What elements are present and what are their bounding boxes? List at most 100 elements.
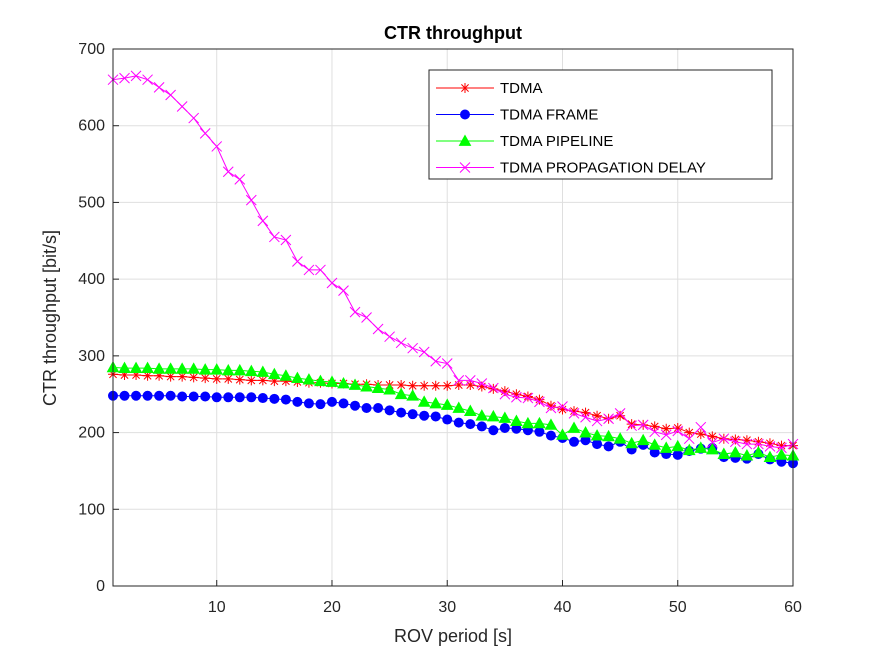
data-point bbox=[522, 392, 534, 404]
data-point bbox=[269, 376, 280, 387]
data-point bbox=[460, 83, 470, 93]
data-point bbox=[198, 363, 212, 375]
data-point bbox=[741, 438, 753, 450]
data-point bbox=[257, 215, 269, 227]
data-point bbox=[569, 406, 580, 417]
data-point bbox=[418, 346, 430, 358]
data-point bbox=[384, 405, 395, 416]
y-tick-label: 500 bbox=[78, 194, 105, 211]
data-point bbox=[534, 396, 545, 408]
y-axis-label: CTR throughput [bit/s] bbox=[40, 230, 60, 406]
data-point bbox=[211, 392, 222, 403]
data-point bbox=[200, 373, 211, 384]
plot-border bbox=[112, 48, 794, 587]
data-point bbox=[730, 434, 741, 445]
data-point bbox=[614, 408, 626, 419]
data-point bbox=[279, 369, 293, 381]
data-point bbox=[545, 402, 557, 414]
data-point bbox=[187, 362, 201, 374]
data-point bbox=[684, 427, 695, 438]
data-point bbox=[314, 374, 327, 387]
data-point bbox=[131, 370, 142, 381]
data-point bbox=[729, 445, 742, 458]
data-point bbox=[672, 449, 683, 460]
data-point bbox=[280, 376, 291, 387]
data-point bbox=[430, 380, 441, 391]
y-tick-label: 0 bbox=[96, 578, 105, 595]
data-point bbox=[223, 373, 234, 384]
data-point bbox=[407, 342, 419, 354]
data-point bbox=[373, 403, 384, 414]
data-point bbox=[465, 380, 476, 391]
data-point bbox=[464, 375, 476, 386]
data-point bbox=[349, 306, 361, 318]
data-point bbox=[499, 386, 510, 397]
data-point bbox=[579, 426, 592, 438]
data-point bbox=[176, 101, 188, 112]
y-tick-label: 400 bbox=[78, 271, 105, 288]
data-point bbox=[417, 395, 431, 407]
data-point bbox=[545, 430, 556, 441]
data-point bbox=[569, 436, 580, 447]
data-point bbox=[460, 109, 470, 120]
data-point bbox=[775, 448, 788, 460]
y-axis: 0 100 200 300 400 500 600 700 bbox=[78, 41, 119, 595]
legend-label: TDMA PIPELINE bbox=[500, 133, 613, 150]
data-point bbox=[244, 364, 258, 377]
data-point bbox=[396, 407, 407, 418]
data-point bbox=[534, 426, 545, 437]
data-point bbox=[429, 396, 443, 409]
data-point bbox=[234, 392, 245, 403]
data-point bbox=[649, 426, 661, 438]
data-point bbox=[119, 390, 130, 401]
x-tick-label: 30 bbox=[438, 599, 456, 616]
legend-entry: TDMA PIPELINE bbox=[436, 133, 613, 150]
data-point bbox=[234, 374, 245, 385]
data-point bbox=[626, 419, 637, 430]
data-point bbox=[660, 429, 672, 441]
data-point bbox=[419, 410, 430, 421]
data-point bbox=[661, 423, 672, 434]
data-point bbox=[257, 375, 268, 386]
data-point bbox=[119, 370, 130, 381]
data-point bbox=[603, 441, 614, 452]
data-point bbox=[545, 400, 556, 411]
legend-entry: TDMA bbox=[436, 80, 543, 97]
data-point bbox=[440, 398, 454, 410]
data-point bbox=[292, 396, 303, 407]
data-point bbox=[142, 390, 153, 401]
data-point bbox=[142, 370, 153, 381]
data-point bbox=[718, 433, 730, 445]
data-point bbox=[557, 401, 568, 412]
data-point bbox=[776, 440, 787, 451]
x-tick-label: 10 bbox=[208, 599, 226, 616]
data-point bbox=[246, 392, 257, 403]
data-point bbox=[269, 231, 280, 243]
data-point bbox=[730, 436, 741, 448]
y-tick-label: 600 bbox=[78, 118, 105, 135]
data-point bbox=[360, 380, 373, 392]
data-point bbox=[592, 439, 603, 450]
data-point bbox=[199, 128, 211, 139]
data-point bbox=[476, 421, 487, 432]
data-point bbox=[706, 437, 718, 448]
data-point bbox=[315, 399, 326, 410]
data-point bbox=[395, 337, 407, 349]
data-point bbox=[488, 425, 499, 436]
data-point bbox=[591, 415, 603, 427]
data-point bbox=[177, 371, 188, 382]
data-point bbox=[200, 391, 211, 402]
data-point bbox=[164, 362, 177, 374]
x-axis: 10 20 30 40 50 60 bbox=[208, 580, 802, 616]
data-point bbox=[154, 370, 165, 381]
data-point bbox=[592, 410, 603, 421]
data-point bbox=[486, 409, 500, 422]
data-point bbox=[649, 421, 660, 432]
x-tick-label: 40 bbox=[554, 599, 572, 616]
data-point bbox=[131, 390, 142, 401]
data-point bbox=[615, 410, 626, 421]
legend-entry: TDMA PROPAGATION DELAY bbox=[436, 160, 706, 177]
data-point bbox=[280, 234, 292, 246]
data-point bbox=[590, 429, 604, 441]
